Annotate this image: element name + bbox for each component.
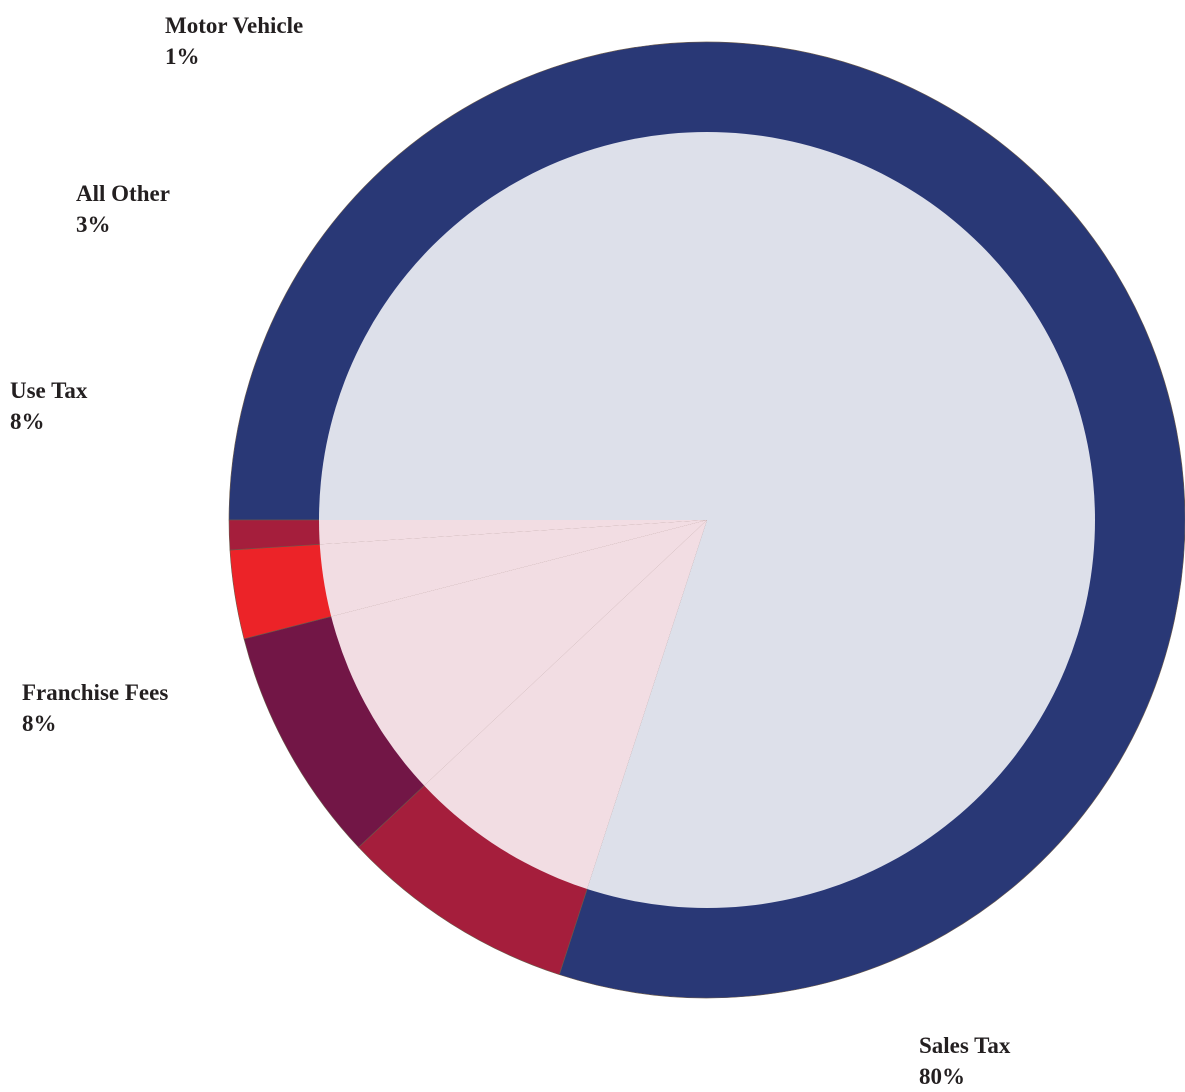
pie-inner-sales-tax [319,132,1095,908]
slice-label-value: 80% [919,1064,965,1089]
slice-label-name: All Other [76,181,170,206]
slice-label-name: Use Tax [10,378,88,403]
slice-label-motor-vehicle: Motor Vehicle 1% [165,10,303,72]
slice-label-name: Sales Tax [919,1033,1011,1058]
slice-label-value: 1% [165,44,200,69]
slice-label-franchise-fees: Franchise Fees 8% [22,677,168,739]
slice-label-use-tax: Use Tax 8% [10,375,87,437]
pie-inner-motor-vehicle [319,520,707,551]
slice-label-all-other: All Other 3% [76,178,170,240]
slice-label-value: 3% [76,212,111,237]
slice-label-value: 8% [10,409,45,434]
slice-label-name: Franchise Fees [22,680,169,705]
pie-inner-all-other [319,520,707,640]
slice-label-name: Motor Vehicle [165,13,304,38]
slice-label-sales-tax: Sales Tax 80% [919,1030,1010,1092]
slice-label-value: 8% [22,711,57,736]
